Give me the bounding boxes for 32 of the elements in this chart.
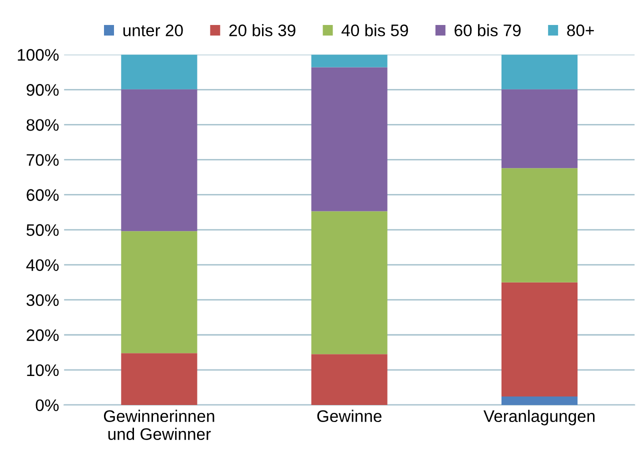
y-tick-label: 70% [26,154,59,166]
y-tick-label: 90% [26,84,59,96]
y-tick-label: 50% [26,224,59,236]
legend-label: 80+ [567,24,594,36]
y-tick-label: 30% [26,294,59,306]
bar [121,231,198,354]
bar [501,54,578,90]
bar [501,396,578,405]
y-tick-label: 100% [18,49,59,61]
bar [311,211,388,354]
bar [501,282,578,397]
y-tick-label: 0% [36,399,59,412]
legend-label: 20 bis 39 [229,24,296,36]
y-tick-label: 10% [27,364,59,376]
bar [311,354,388,405]
legend-label: unter 20 [123,24,183,36]
x-tick-label: Gewinne [317,410,382,422]
bar [121,89,198,232]
bar [121,353,198,405]
y-tick-label: 40% [26,259,59,272]
y-tick-label: 80% [26,119,59,131]
bar [121,54,198,90]
bar [311,54,388,68]
y-tick-label: 60% [26,189,59,201]
y-tick-label: 20% [26,329,59,342]
legend-label: 40 bis 59 [342,24,408,36]
legend-label: 60 bis 79 [454,24,521,36]
bar [311,67,388,212]
x-tick-label: Veranlagungen [484,410,595,426]
x-tick-label: Gewinnerinnen und Gewinner [104,410,214,440]
bar [501,89,578,168]
bar [501,168,578,282]
